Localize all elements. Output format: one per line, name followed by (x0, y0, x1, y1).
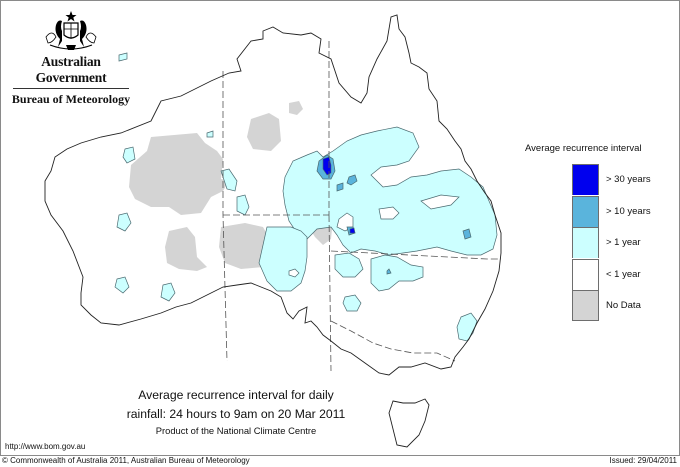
legend-items: > 30 years > 10 years > 1 year < 1 year … (572, 164, 651, 322)
gt-1-year-region (456, 312, 478, 342)
gt-1-year-region (160, 282, 176, 302)
government-name: Australian Government (35, 54, 107, 85)
gt-1-year-region (342, 294, 362, 312)
legend-swatch (572, 195, 599, 227)
coat-of-arms-icon (45, 11, 97, 50)
caption-title-line-1: Average recurrence interval for daily (138, 388, 334, 402)
caption-title-line-2: rainfall: 24 hours to 9am on 20 Mar 2011 (126, 407, 346, 421)
agency-name: Bureau of Meteorology (11, 92, 131, 106)
state-border (328, 214, 332, 372)
legend-label: > 30 years (606, 174, 651, 186)
legend-swatch (572, 227, 599, 259)
no-data-region (165, 227, 207, 271)
issued-date: Issued: 29/04/2011 (609, 456, 677, 465)
gt-1-year-region (282, 126, 498, 256)
gt-1-year-areas (114, 52, 498, 342)
legend-title: Average recurrence interval (525, 143, 642, 154)
no-data-region (289, 101, 303, 115)
state-border (330, 250, 501, 260)
gt-1-year-region (258, 226, 308, 292)
legend-item-gt1: > 1 year (572, 227, 651, 259)
legend-swatch (572, 164, 599, 196)
gt-30-years-region (349, 227, 356, 234)
legend-label: < 1 year (606, 268, 641, 280)
copyright-notice: © Commonwealth of Australia 2011, Austra… (2, 456, 250, 465)
lt-1-year-hole (378, 206, 400, 220)
no-data-region (247, 113, 281, 151)
lt-1-year-hole (420, 194, 460, 210)
legend-label: > 10 years (606, 205, 651, 217)
legend-item-nodata: No Data (572, 290, 651, 322)
legend-swatch (572, 290, 599, 322)
government-logo: Australian Government Bureau of Meteorol… (9, 9, 133, 107)
gt-10-years-region (462, 228, 472, 240)
gt-1-year-region (114, 276, 130, 294)
gt-10-years-region (346, 174, 358, 186)
legend-label: > 1 year (606, 237, 641, 249)
gt-1-year-region (116, 212, 132, 232)
legend: Average recurrence interval > 30 years >… (525, 143, 675, 322)
bom-website-link[interactable]: http://www.bom.gov.au (5, 442, 86, 451)
gt-1-year-region (370, 254, 424, 292)
map-frame: Australian Government Bureau of Meteorol… (0, 0, 680, 456)
no-data-region (129, 133, 229, 215)
gt-1-year-region (122, 146, 136, 164)
gt-10-years-region (336, 182, 344, 192)
legend-item-gt10: > 10 years (572, 195, 651, 228)
no-data-region (219, 223, 271, 269)
caption-product-line: Product of the National Climate Centre (155, 425, 317, 436)
map-caption: Average recurrence interval for daily ra… (101, 386, 371, 437)
gt-1-year-region (206, 130, 214, 138)
australia-rainfall-map (44, 14, 502, 448)
gt-1-year-region (236, 194, 250, 216)
logo-divider (13, 88, 129, 89)
gt-1-year-region (220, 168, 238, 192)
legend-swatch (572, 258, 599, 290)
legend-label: No Data (606, 300, 641, 312)
state-borders (222, 41, 501, 372)
state-border (222, 71, 228, 362)
state-border (330, 320, 456, 362)
australia-coastline (44, 14, 502, 376)
gt-1-year-region (334, 252, 364, 278)
gt-1-year-region (118, 52, 128, 62)
tasmania-coastline (388, 398, 430, 448)
lt-1-year-holes (288, 194, 460, 278)
legend-item-lt1: < 1 year (572, 258, 651, 291)
legend-item-gt30: > 30 years (572, 164, 651, 196)
lt-1-year-hole (288, 268, 300, 278)
gt-10-years-region (386, 268, 392, 275)
